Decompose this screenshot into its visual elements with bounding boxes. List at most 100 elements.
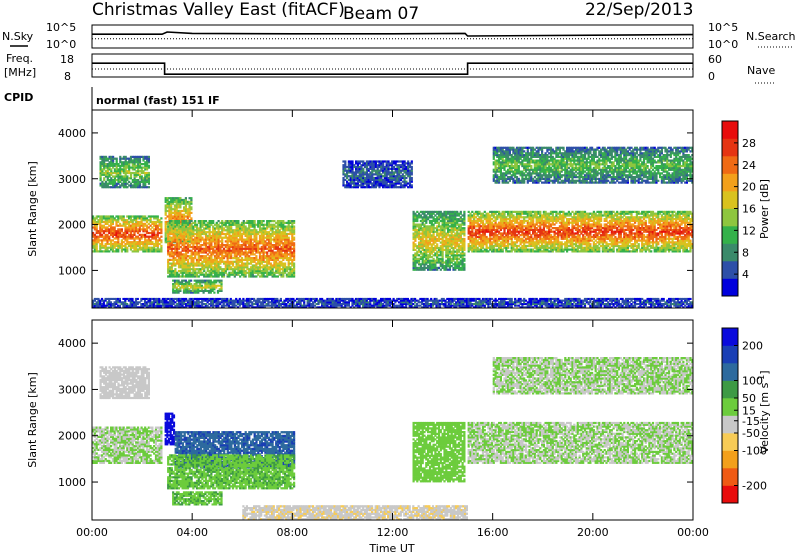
velocity-cbar-label-7: 200 [742,340,763,353]
power-cbar-label-6: 28 [742,137,756,150]
xtick-label-3: 12:00 [377,526,409,539]
xtick-label-4: 16:00 [477,526,509,539]
velocity-panel-frame [91,319,694,521]
velocity-region-2 [164,412,176,446]
power-colorbar-swatch-0 [722,278,738,297]
ytick-label-3: 4000 [58,337,86,350]
noise-lines [92,31,694,40]
power-colorbar-swatch-3 [722,226,738,244]
freq-tick-right-top: 60 [708,53,722,66]
power-colorbar: 4 8 12 16 20 24 28 [721,120,756,297]
noise-panel-frame [91,24,694,49]
xtick-label-1: 04:00 [176,526,208,539]
freq-label: Freq. [6,52,33,65]
power-region-3 [167,220,296,278]
freq-series-0 [92,62,693,75]
freq-tick-right-bottom: 0 [708,70,715,83]
velocity-region-0 [92,426,163,464]
x-axis-ticks: 00:00 04:00 08:00 12:00 16:00 20:00 00:00 [76,110,709,539]
ytick-label-2: 3000 [58,173,86,186]
velocity-panel: 1000 2000 3000 4000 Slant Range [km] [26,319,694,521]
nsearch-label: N.Search [746,30,796,43]
velocity-cbar-label-1: -100 [742,445,767,458]
power-colorbar-swatch-6 [722,173,738,192]
freq-tick-left-bottom: 8 [64,70,71,83]
velocity-cbar-label-6: 100 [742,375,763,388]
nsky-label: N.Sky [2,30,34,43]
velocity-region-7 [467,421,694,464]
xtick-label-2: 08:00 [276,526,308,539]
power-y-axis-label: Slant Range [km] [26,161,39,257]
velocity-cbar-label-2: -50 [742,427,760,440]
ytick-label-1: 2000 [58,219,86,232]
velocity-colorbar-swatch-4 [722,415,738,434]
noise-tick-right-bottom: 10^0 [708,38,738,51]
power-region-4 [172,279,223,294]
velocity-colorbar-swatch-2 [722,450,738,469]
noise-panel: N.Sky 10^5 10^0 10^5 10^0 N.Search [2,21,796,51]
power-colorbar-swatch-7 [722,156,738,174]
power-colorbar-swatch-1 [722,261,738,279]
power-cbar-label-3: 16 [742,203,756,216]
power-colorbar-swatch-2 [722,243,738,262]
power-heatmap-cells [92,146,694,309]
nave-label: Nave [747,64,775,77]
velocity-cbar-label-5: 50 [742,392,756,405]
power-region-0 [92,215,163,253]
velocity-region-9 [242,505,468,521]
velocity-region-6 [412,421,466,483]
freq-tick-left-top: 18 [60,53,74,66]
noise-series-0 [92,31,694,37]
cpid-label: CPID [4,91,33,104]
date-label: 22/Sep/2013 [585,0,693,20]
power-panel: 1000 2000 3000 4000 Slant Range [km] [26,109,694,309]
power-colorbar-swatch-9 [722,121,738,139]
power-colorbar-label: Power [dB] [758,179,771,239]
xtick-label-0: 00:00 [76,526,108,539]
ytick-label-0: 1000 [58,476,86,489]
velocity-y-axis-label: Slant Range [km] [26,372,39,468]
power-y-ticks: 1000 2000 3000 4000 [58,127,693,277]
velocity-y-ticks: 1000 2000 3000 4000 [58,337,693,489]
power-cbar-label-4: 20 [742,181,756,194]
velocity-colorbar-swatch-9 [722,328,738,346]
beam-label: Beam 07 [343,4,419,24]
power-region-9 [92,297,694,309]
velocity-colorbar-frame [721,327,739,504]
noise-tick-left-bottom: 10^0 [46,38,76,51]
ytick-label-3: 4000 [58,127,86,140]
velocity-colorbar-swatch-7 [722,363,738,381]
velocity-cbar-label-3: -15 [742,415,760,428]
xtick-label-5: 20:00 [577,526,609,539]
power-region-8 [492,146,694,184]
freq-panel-frame [91,53,694,78]
freq-unit-label: [MHz] [4,66,36,79]
velocity-heatmap-cells [92,357,694,521]
velocity-colorbar-swatch-0 [722,485,738,504]
power-region-7 [467,210,694,253]
power-colorbar-swatch-5 [722,191,738,209]
noise-tick-left-top: 10^5 [46,21,76,34]
velocity-colorbar-swatch-6 [722,380,738,399]
power-cbar-label-1: 8 [742,246,749,259]
velocity-colorbar-swatch-1 [722,468,738,486]
ytick-label-0: 1000 [58,264,86,277]
power-region-1 [99,155,150,189]
xtick-label-6: 00:00 [677,526,709,539]
velocity-colorbar-label: Velocity [m s-1] [757,370,771,453]
freq-panel: Freq. [MHz] 18 8 60 0 Nave [4,52,775,84]
velocity-colorbar-swatch-8 [722,345,738,364]
velocity-region-5 [172,491,223,506]
power-panel-frame [91,109,694,309]
freq-lines [92,62,693,75]
velocity-colorbar-swatch-3 [722,433,738,451]
velocity-region-8 [492,357,694,395]
velocity-region-1 [99,366,150,400]
velocity-region-4 [167,454,296,490]
ytick-label-2: 3000 [58,383,86,396]
power-cbar-label-0: 4 [742,268,749,281]
power-colorbar-swatch-4 [722,208,738,227]
ytick-label-1: 2000 [58,430,86,443]
